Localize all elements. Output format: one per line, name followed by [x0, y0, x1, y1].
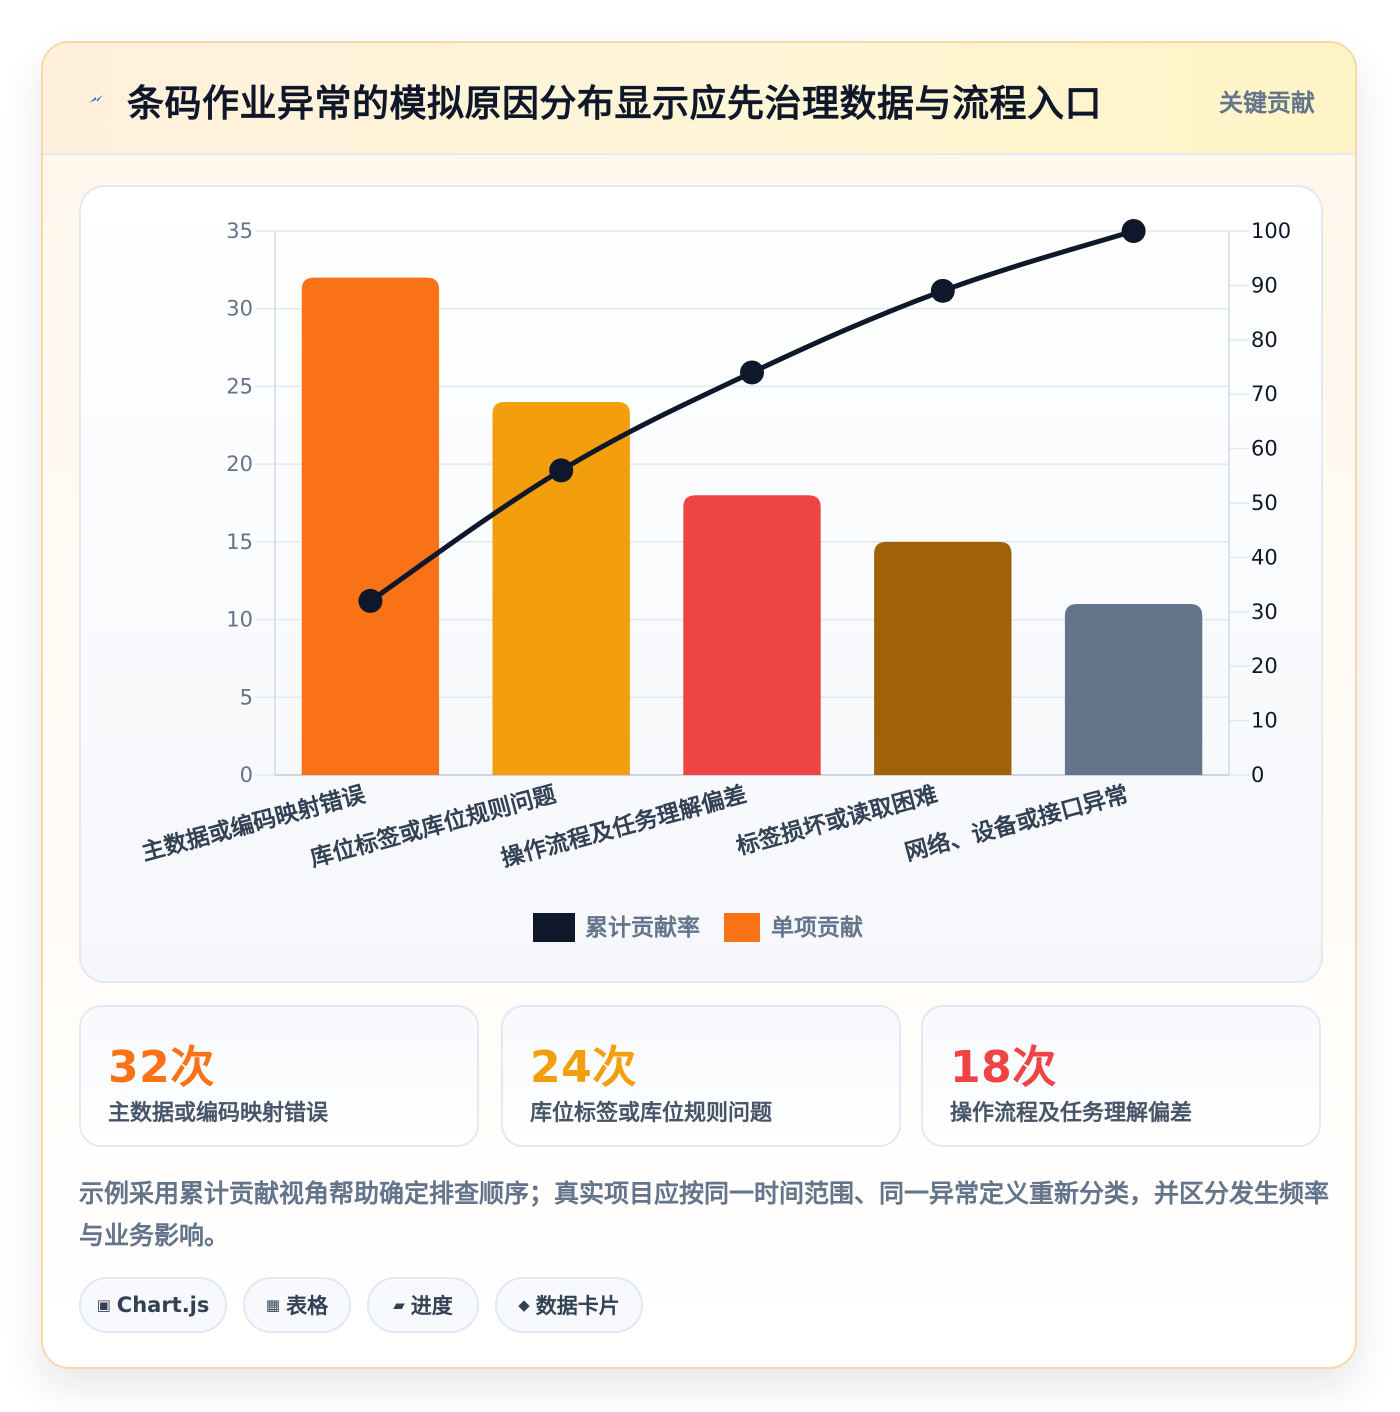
- y-tick-label: 15: [226, 530, 253, 554]
- y2-tick-label: 50: [1251, 491, 1278, 515]
- cumulative-point: [740, 360, 764, 385]
- stat-label: 操作流程及任务理解偏差: [950, 1101, 1193, 1126]
- stat-card: 18次 操作流程及任务理解偏差: [921, 1005, 1321, 1147]
- bar: [301, 277, 440, 775]
- y-tick-label: 20: [226, 452, 253, 476]
- stat-label: 库位标签或库位规则问题: [530, 1101, 773, 1126]
- legend-label: 累计贡献率: [585, 914, 700, 941]
- y2-tick-label: 30: [1251, 600, 1278, 624]
- chip-label: 表格: [286, 1294, 329, 1318]
- cumulative-point: [930, 278, 955, 303]
- lightning-icon: [89, 95, 103, 103]
- y-tick-label: 5: [240, 685, 253, 709]
- table-icon: ▦: [265, 1296, 281, 1314]
- stat-card: 32次 主数据或编码映射错误: [79, 1005, 479, 1147]
- stat-value: 32次: [108, 1042, 215, 1093]
- footnote: 示例采用累计贡献视角帮助确定排查顺序；真实项目应按同一时间范围、同一异常定义重新…: [79, 1179, 1330, 1250]
- stat-label: 主数据或编码映射错误: [108, 1101, 329, 1126]
- y-tick-label: 10: [226, 608, 253, 632]
- chip-chartjs[interactable]: ▣ Chart.js: [79, 1277, 227, 1333]
- chart-icon: ▣: [96, 1296, 111, 1314]
- legend-swatch: [724, 913, 760, 942]
- bar: [874, 541, 1012, 775]
- y-tick-label: 25: [226, 374, 253, 398]
- chip-table[interactable]: ▦ 表格: [243, 1277, 351, 1333]
- y-tick-label: 30: [226, 297, 253, 321]
- y2-tick-label: 80: [1251, 328, 1278, 352]
- y-tick-label: 35: [226, 219, 253, 243]
- y2-tick-label: 10: [1251, 709, 1278, 733]
- bar: [492, 401, 630, 775]
- chart-panel: 0 5 10 15 20 25 30 35 0 10 20 30 40 50 60 70 80 90 100 主数据或…: [79, 185, 1323, 983]
- cumulative-point: [358, 588, 383, 613]
- progress-icon: ▰: [393, 1296, 405, 1314]
- y2-tick-label: 20: [1251, 654, 1278, 678]
- y2-tick-label: 70: [1251, 382, 1278, 406]
- chip-label: 进度: [410, 1294, 453, 1318]
- legend-swatch: [533, 913, 575, 942]
- y2-tick-label: 90: [1251, 273, 1278, 297]
- card-header: 条码作业异常的模拟原因分布显示应先治理数据与流程入口 关键贡献: [43, 43, 1355, 155]
- stat-card: 24次 库位标签或库位规则问题: [501, 1005, 901, 1147]
- y2-tick-label: 60: [1251, 437, 1278, 461]
- bar: [683, 495, 821, 775]
- cumulative-point: [549, 458, 574, 483]
- chip-label: 数据卡片: [535, 1294, 620, 1318]
- chip-label: Chart.js: [116, 1293, 210, 1317]
- y2-tick-label: 40: [1251, 545, 1278, 569]
- pareto-chart: 051015202530350102030405060708090100主数据或…: [139, 219, 1291, 942]
- page-title: 条码作业异常的模拟原因分布显示应先治理数据与流程入口: [127, 82, 1102, 125]
- bar: [1064, 604, 1203, 775]
- chip-data-card[interactable]: ◆ 数据卡片: [495, 1277, 643, 1333]
- header-tag: 关键贡献: [1219, 89, 1315, 117]
- legend-label: 单项贡献: [771, 915, 863, 941]
- report-card: 条码作业异常的模拟原因分布显示应先治理数据与流程入口 关键贡献 0 5 10 15 20…: [41, 41, 1357, 1369]
- chip-progress[interactable]: ▰ 进度: [367, 1277, 479, 1333]
- y2-tick-label: 0: [1251, 763, 1264, 787]
- diamond-icon: ◆: [518, 1296, 530, 1314]
- y-tick-label: 0: [240, 763, 253, 787]
- stat-value: 24次: [530, 1042, 637, 1093]
- y2-tick-label: 100: [1251, 219, 1291, 243]
- stat-value: 18次: [950, 1042, 1057, 1093]
- cumulative-point: [1121, 219, 1146, 243]
